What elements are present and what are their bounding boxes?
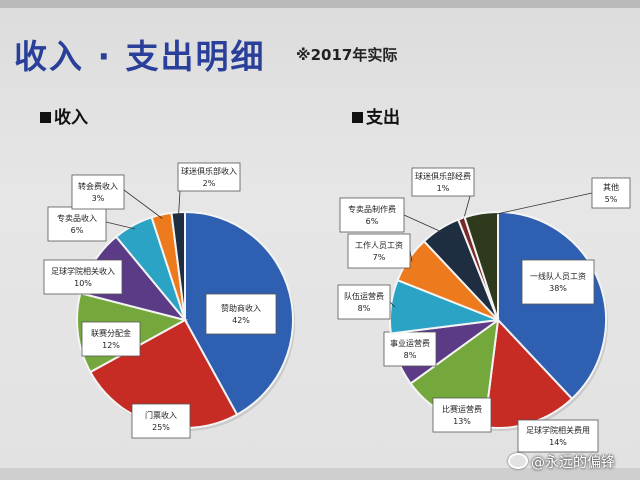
bottom-shade (0, 468, 640, 480)
slice-label: 转会费收入 (78, 181, 118, 191)
slice-percent: 10% (74, 279, 92, 288)
slice-percent: 12% (102, 341, 120, 350)
data-label-box (517, 419, 599, 453)
slice-percent: 5% (605, 195, 618, 204)
pie-chart-income: 赞助商收入 42% 门票收入 25% 联赛分配金 12% 足球学院相关收入 10% 专卖品收入 6… (43, 162, 295, 439)
expense-heading: 支出 (352, 103, 400, 128)
slice-percent: 8% (358, 304, 371, 313)
data-label-box (411, 167, 475, 197)
data-label-box (591, 177, 631, 209)
weibo-logo-icon (508, 453, 528, 469)
slice-percent: 6% (366, 217, 379, 226)
page-title: 收入 · 支出明细 (14, 37, 266, 76)
income-heading-label: 收入 (54, 108, 88, 128)
slice-percent: 42% (232, 316, 250, 325)
slice-label: 事业运营费 (390, 338, 430, 348)
slice-percent: 6% (71, 226, 84, 235)
data-label-box (47, 206, 107, 242)
data-label-box (432, 397, 492, 433)
slice-percent: 13% (453, 417, 471, 426)
pie-slice (497, 210, 607, 401)
leader-line (178, 190, 181, 217)
slice-percent: 7% (373, 253, 386, 262)
pie-chart-expense: 一线队人员工资 38% 足球学院相关费用 14% 比赛运营费 13% 事业运营费 8% 队伍运营… (337, 167, 631, 453)
data-label-box (521, 259, 595, 305)
data-label-box (177, 162, 241, 192)
slice-label: 专卖品收入 (57, 213, 97, 223)
slice-label: 队伍运营费 (344, 291, 384, 301)
leader-line (389, 301, 396, 308)
slice-label: 一线队人员工资 (530, 271, 586, 281)
leader-line (403, 214, 443, 233)
slice-label: 联赛分配金 (91, 328, 131, 338)
data-label-box (43, 259, 123, 295)
slice-label: 专卖品制作费 (348, 204, 396, 214)
slice-label: 其他 (603, 182, 619, 192)
top-bar (0, 0, 640, 8)
slice-label: 足球学院相关收入 (51, 266, 115, 276)
page-subtitle: ※2017年实际 (296, 46, 398, 64)
bullet-square-icon (352, 112, 363, 123)
slice-label: 工作人员工资 (355, 240, 403, 250)
pie-slice (170, 210, 186, 321)
bullet-square-icon (40, 112, 51, 123)
data-label-box (205, 293, 277, 335)
expense-heading-label: 支出 (366, 108, 400, 128)
slice-label: 球迷俱乐部经费 (415, 171, 471, 181)
slice-label: 比赛运营费 (442, 404, 482, 414)
data-label-box (383, 331, 437, 367)
slice-label: 门票收入 (145, 410, 177, 420)
slice-label: 足球学院相关费用 (526, 425, 590, 435)
data-label-box (81, 321, 141, 357)
slice-percent: 2% (203, 179, 216, 188)
leader-line (105, 221, 135, 230)
data-label-box (131, 403, 191, 439)
data-label-box (347, 233, 411, 269)
slice-percent: 1% (437, 184, 450, 193)
slice-label: 赞助商收入 (221, 303, 261, 313)
slice-label: 球迷俱乐部收入 (181, 166, 237, 176)
watermark: @永远的偏锋 (508, 452, 615, 472)
slice-percent: 8% (404, 351, 417, 360)
income-heading: 收入 (40, 103, 88, 128)
data-label-box (71, 174, 125, 210)
slice-percent: 3% (92, 194, 105, 203)
data-label-box (337, 284, 391, 320)
leader-line (123, 189, 163, 219)
slice-percent: 38% (549, 284, 567, 293)
slice-percent: 14% (549, 438, 567, 447)
leader-line (481, 192, 593, 218)
slice-percent: 25% (152, 423, 170, 432)
watermark-text: @永远的偏锋 (531, 455, 615, 471)
data-label-box (339, 197, 405, 233)
pie-slice (463, 210, 499, 321)
